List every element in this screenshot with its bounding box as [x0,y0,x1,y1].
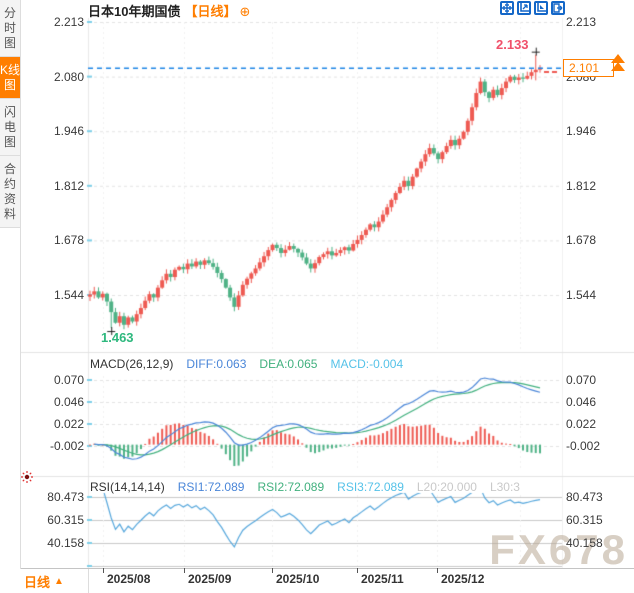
macd-axis-label: 0.046 [53,395,84,409]
fx678-watermark: FX678 [489,526,628,573]
price-axis-label: 1.812 [566,178,597,193]
rsi3-value: RSI3:72.089 [337,480,404,494]
sidebar-tab-kline-chart[interactable]: K线图 [0,57,20,99]
chart-title-row: 日本10年期国债 【日线】 ⊕ [88,1,251,19]
sidebar: 分时图 K线图 闪电图 合约资料 [0,0,21,593]
indicator-settings-icon[interactable] [20,470,34,484]
macd-dea-value: DEA:0.065 [259,357,318,371]
up-arrow-icon [611,54,625,63]
price-axis-label: 1.946 [53,124,84,139]
rsi-axis-label: 80.473 [566,490,603,504]
price-axis-label: 1.946 [566,124,597,139]
price-axis-label: 1.544 [566,288,597,302]
price-axis-label: 1.812 [53,178,84,193]
macd-hist-value: MACD:-0.004 [330,357,404,371]
go-to-latest-button[interactable] [610,54,626,74]
sidebar-tab-time-chart[interactable]: 分时图 [0,0,20,57]
macd-axis-label: 0.070 [53,373,84,387]
up-arrow-icon [611,62,625,71]
period-label: 日线 [24,574,51,590]
period-tag: 【日线】 [184,4,237,19]
rsi2-value: RSI2:72.089 [257,480,325,494]
sidebar-tab-contract-info[interactable]: 合约资料 [0,156,20,228]
macd-diff-value: DIFF:0.063 [186,357,247,371]
rsi-axis-label: 40.158 [47,536,84,550]
macd-axis-label: -0.002 [566,439,601,453]
rsi-header: RSI(14,14,14) RSI1:72.089 RSI2:72.089 RSI3:… [90,480,533,494]
x-axis-month-label: 2025/12 [441,572,485,586]
macd-axis-label: 0.022 [53,417,84,431]
macd-title: MACD(26,12,9) [90,357,174,371]
rsi-title: RSI(14,14,14) [90,480,165,494]
x-axis-tick [103,568,104,573]
macd-axis-label: -0.002 [49,439,84,453]
rsi-l20-value: L20:20.000 [416,480,477,494]
x-axis-month-label: 2025/10 [276,572,320,586]
price-axis-label: 1.544 [53,288,84,302]
x-axis-line [0,568,634,569]
x-axis-tick [437,568,438,573]
scale-axis-icon[interactable] [534,1,548,15]
macd-axis-label: 0.046 [566,395,597,409]
rsi1-value: RSI1:72.089 [177,480,245,494]
price-axis-label: 2.080 [53,69,84,84]
price-axis-label: 2.213 [566,15,597,29]
low-price-label: 1.463 [101,330,134,345]
macd-axis-label: 0.022 [566,417,597,431]
instrument-title: 日本10年期国债 [88,4,181,19]
x-axis-month-label: 2025/11 [361,572,404,586]
period-arrow-icon: ▲ [54,575,64,587]
macd-axis-label: 0.070 [566,373,597,387]
rsi-l30-value: L30:3 [489,480,520,494]
rsi-axis-label: 60.315 [566,513,603,527]
period-selector-button[interactable]: 日线 ▲ [0,569,89,593]
chart-toolbar [500,1,565,15]
add-indicator-icon[interactable]: ⊕ [239,4,251,19]
fit-axis-icon[interactable] [517,1,531,15]
sidebar-tab-lightning-chart[interactable]: 闪电图 [0,99,20,156]
x-axis-tick [184,568,185,573]
last-price-box: 2.101 [563,59,614,77]
x-axis-tick [357,568,358,573]
price-axis-label: 2.213 [53,15,84,29]
x-axis-tick [272,568,273,573]
macd-header: MACD(26,12,9) DIFF:0.063 DEA:0.065 MACD:-0.… [90,357,416,371]
exit-chart-icon[interactable] [551,1,565,15]
x-axis-month-label: 2025/09 [188,572,232,586]
rsi-axis-label: 80.473 [47,490,84,504]
rsi-axis-label: 40.158 [566,536,603,550]
price-axis-label: 1.678 [53,233,84,248]
crosshair-icon[interactable] [500,1,514,15]
rsi-axis-label: 60.315 [47,513,84,527]
high-price-label: 2.133 [496,37,529,52]
price-axis-label: 1.678 [566,233,597,248]
x-axis-month-label: 2025/08 [107,572,151,586]
